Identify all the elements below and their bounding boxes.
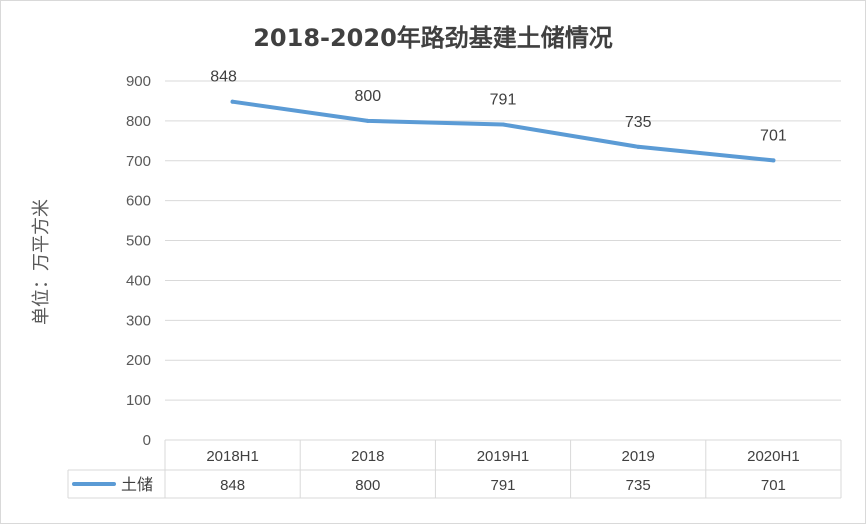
y-tick-label: 200 — [126, 352, 151, 369]
data-point — [365, 118, 370, 123]
y-tick-label: 400 — [126, 272, 151, 289]
data-label: 800 — [354, 88, 381, 105]
data-point — [230, 99, 235, 104]
data-label: 791 — [490, 91, 517, 108]
data-point — [501, 122, 505, 127]
table-header-cell: 2018H1 — [206, 448, 259, 465]
data-point — [771, 158, 776, 163]
legend-series-name: 土储 — [121, 475, 153, 494]
data-label: 848 — [210, 69, 237, 86]
y-tick-label: 0 — [143, 432, 151, 449]
data-table: 2018H1 2018 2019H1 2019 2020H1 土储 848 800 791 735… — [67, 439, 842, 499]
data-label: 735 — [625, 114, 652, 131]
table-header-cell: 2019H1 — [477, 448, 530, 465]
y-tick-label: 800 — [126, 113, 151, 130]
table-header-cell: 2020H1 — [747, 448, 800, 465]
table-value-cell: 848 — [220, 477, 245, 494]
table-value-cell: 791 — [490, 477, 515, 494]
series-layer — [230, 99, 776, 163]
y-tick-labels: 0 100 200 300 400 500 600 700 800 900 — [126, 73, 151, 449]
chart-title: 2018-2020年路劲基建土储情况 — [253, 24, 613, 52]
table-header-cell: 2019 — [622, 448, 655, 465]
y-tick-label: 700 — [126, 153, 151, 170]
y-tick-label: 900 — [126, 73, 151, 90]
table-value-cell: 735 — [626, 477, 651, 494]
y-tick-label: 100 — [126, 392, 151, 409]
data-labels: 848 800 791 735 701 — [210, 69, 787, 145]
data-label: 701 — [760, 127, 787, 144]
data-point — [636, 144, 641, 149]
series-line — [230, 99, 776, 163]
table-value-cell: 701 — [761, 477, 786, 494]
y-tick-label: 600 — [126, 193, 151, 210]
table-value-cell: 800 — [355, 477, 380, 494]
table-header-cell: 2018 — [351, 448, 384, 465]
y-tick-label: 300 — [126, 312, 151, 329]
gridlines — [165, 80, 841, 401]
y-tick-label: 500 — [126, 233, 151, 250]
